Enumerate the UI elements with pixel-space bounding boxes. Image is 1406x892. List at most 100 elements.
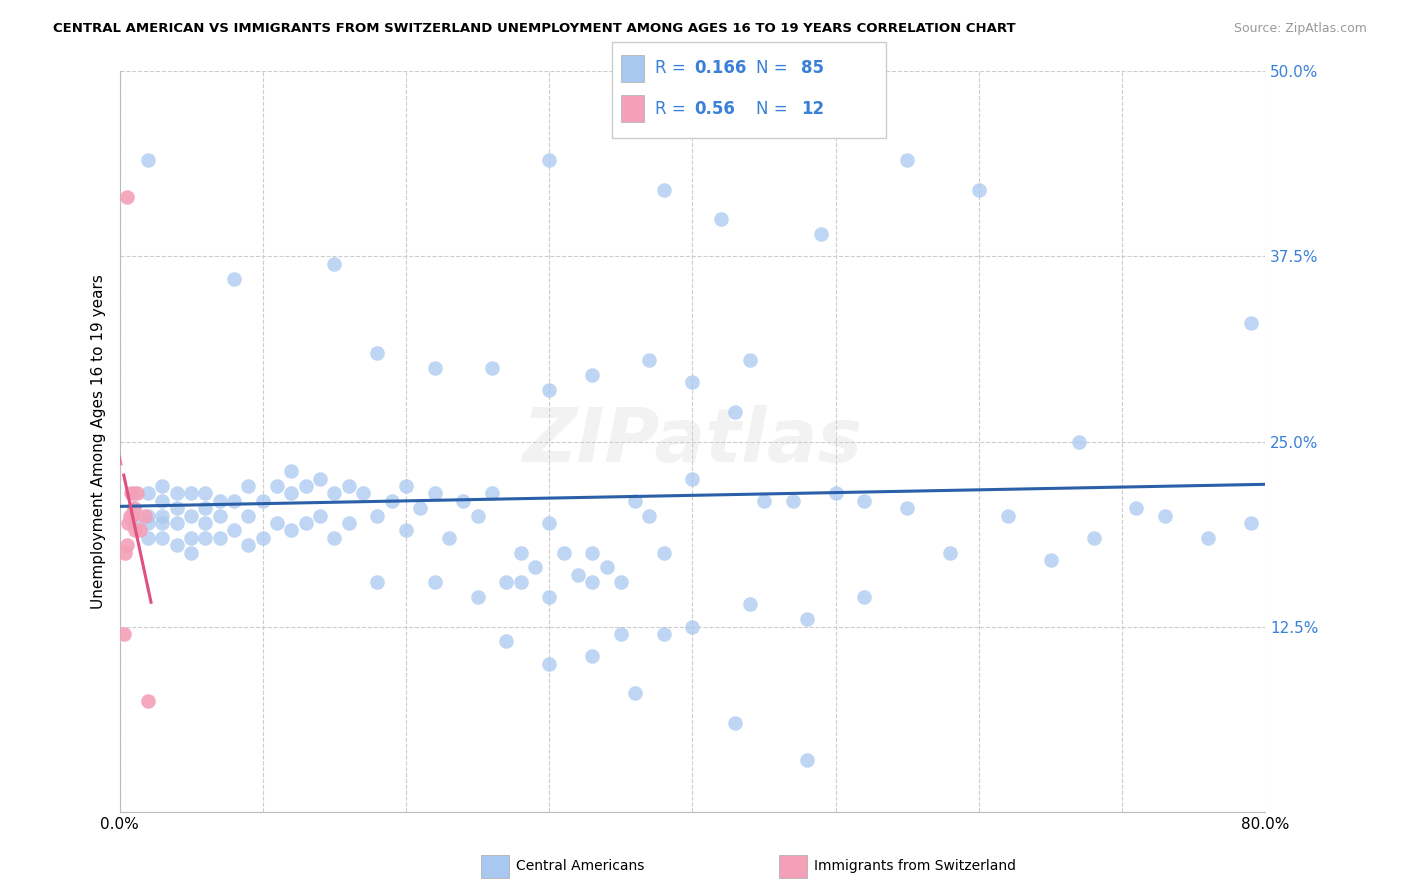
Point: [337, 516, 360, 530]
Point: [782, 493, 804, 508]
Point: [467, 590, 489, 604]
Point: [1125, 501, 1147, 516]
Point: [581, 575, 603, 590]
Point: [222, 524, 246, 538]
Point: [208, 531, 231, 545]
Point: [266, 479, 288, 493]
Point: [824, 486, 846, 500]
Point: [280, 486, 302, 500]
Point: [136, 508, 159, 523]
Point: [115, 190, 138, 204]
Point: [681, 471, 703, 485]
Point: [437, 531, 460, 545]
Text: 0.166: 0.166: [695, 59, 747, 77]
Text: 0.56: 0.56: [695, 100, 735, 118]
Point: [451, 493, 474, 508]
Text: ZIPatlas: ZIPatlas: [523, 405, 862, 478]
Point: [796, 753, 818, 767]
Point: [567, 567, 589, 582]
Point: [238, 479, 260, 493]
Point: [352, 486, 374, 500]
Point: [481, 486, 503, 500]
Point: [194, 531, 217, 545]
Point: [125, 486, 148, 500]
Point: [724, 715, 747, 730]
Point: [610, 575, 633, 590]
Point: [222, 271, 246, 285]
Point: [1039, 553, 1062, 567]
Point: [180, 531, 202, 545]
Point: [509, 575, 531, 590]
Point: [194, 486, 217, 500]
Point: [538, 657, 561, 671]
Point: [180, 508, 202, 523]
Point: [1240, 316, 1263, 330]
Point: [166, 516, 188, 530]
Point: [738, 598, 761, 612]
Point: [624, 493, 647, 508]
Point: [896, 501, 918, 516]
Point: [112, 627, 135, 641]
Point: [366, 575, 388, 590]
Point: [509, 546, 531, 560]
Point: [481, 360, 503, 375]
Point: [538, 383, 561, 397]
Point: [652, 546, 675, 560]
Point: [423, 360, 446, 375]
Point: [638, 508, 661, 523]
Point: [409, 501, 432, 516]
Point: [323, 531, 346, 545]
Point: [724, 405, 747, 419]
Point: [121, 508, 143, 523]
Point: [538, 590, 561, 604]
Point: [581, 546, 603, 560]
Point: [252, 493, 274, 508]
Point: [280, 524, 302, 538]
Point: [652, 627, 675, 641]
Point: [1083, 531, 1105, 545]
Point: [523, 560, 546, 574]
Point: [166, 538, 188, 552]
Point: [366, 508, 388, 523]
Text: Source: ZipAtlas.com: Source: ZipAtlas.com: [1233, 22, 1367, 36]
Point: [266, 516, 288, 530]
Point: [337, 479, 360, 493]
Point: [252, 531, 274, 545]
Point: [467, 508, 489, 523]
Point: [122, 516, 145, 530]
Text: 85: 85: [801, 59, 824, 77]
Point: [538, 516, 561, 530]
Point: [997, 508, 1019, 523]
Point: [939, 546, 962, 560]
Text: CENTRAL AMERICAN VS IMMIGRANTS FROM SWITZERLAND UNEMPLOYMENT AMONG AGES 16 TO 19: CENTRAL AMERICAN VS IMMIGRANTS FROM SWIT…: [53, 22, 1017, 36]
Point: [610, 627, 633, 641]
Point: [1069, 434, 1091, 449]
Point: [152, 531, 174, 545]
Point: [122, 486, 145, 500]
Point: [553, 546, 575, 560]
Point: [117, 516, 139, 530]
Text: R =: R =: [655, 59, 692, 77]
Point: [238, 508, 260, 523]
Point: [624, 686, 647, 700]
Point: [423, 486, 446, 500]
Point: [967, 183, 990, 197]
Text: R =: R =: [655, 100, 692, 118]
Point: [180, 486, 202, 500]
Point: [134, 508, 156, 523]
Point: [194, 501, 217, 516]
Point: [652, 183, 675, 197]
Point: [194, 516, 217, 530]
Point: [638, 353, 661, 368]
Point: [581, 368, 603, 382]
Point: [309, 508, 332, 523]
Point: [280, 464, 302, 478]
Point: [166, 486, 188, 500]
Point: [208, 508, 231, 523]
Point: [853, 493, 876, 508]
Point: [323, 257, 346, 271]
Point: [681, 376, 703, 390]
Point: [152, 479, 174, 493]
Point: [152, 493, 174, 508]
Point: [128, 524, 150, 538]
